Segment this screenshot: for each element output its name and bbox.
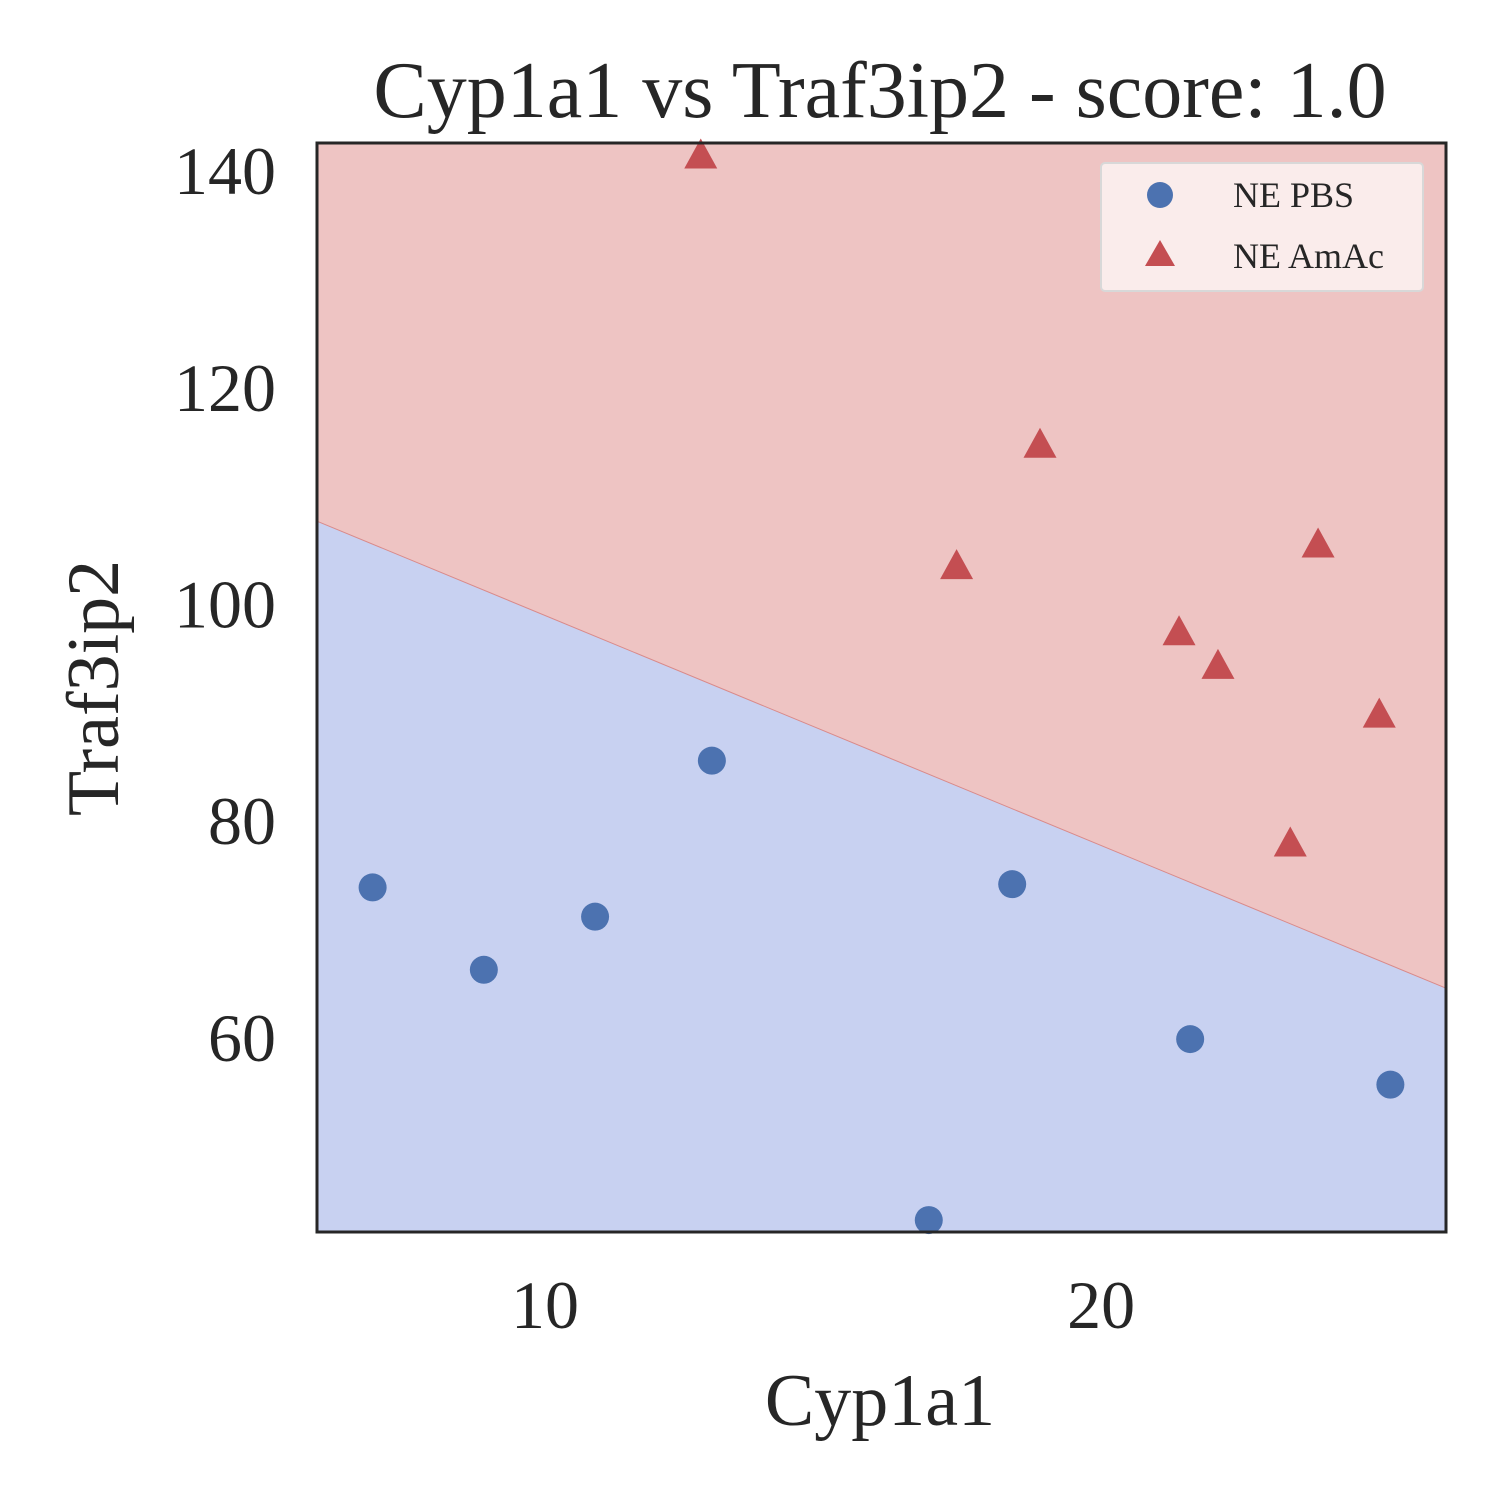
point-ne-amac-8 <box>1362 697 1396 728</box>
y-tick-labels: 60 80 100 120 140 <box>174 133 276 1076</box>
point-ne-amac-1 <box>684 138 718 169</box>
data-points <box>358 138 1405 1235</box>
point-ne-pbs-2 <box>469 955 498 984</box>
point-ne-pbs-8 <box>1376 1070 1405 1099</box>
legend-marker-ne-amac <box>1145 240 1175 266</box>
plot-area <box>316 138 1447 1235</box>
point-ne-amac-4 <box>1162 615 1196 646</box>
point-ne-pbs-5 <box>914 1206 943 1235</box>
x-tick-label-20: 20 <box>1067 1267 1135 1343</box>
legend-label-ne-amac: NE AmAc <box>1233 236 1384 276</box>
point-ne-amac-2 <box>940 549 974 580</box>
point-ne-pbs-7 <box>1176 1025 1205 1054</box>
point-ne-pbs-4 <box>697 746 726 775</box>
point-ne-amac-3 <box>1023 427 1057 458</box>
region-ne-amac <box>317 143 1446 989</box>
point-ne-amac-5 <box>1201 648 1235 679</box>
x-axis-label: Cyp1a1 <box>765 1360 995 1442</box>
x-tick-labels: 10 20 <box>511 1267 1135 1343</box>
y-axis-label: Traf3ip2 <box>53 560 135 816</box>
y-tick-label-100: 100 <box>174 567 276 643</box>
point-ne-pbs-3 <box>581 902 610 931</box>
legend-marker-ne-pbs <box>1147 182 1173 208</box>
point-ne-amac-6 <box>1273 826 1307 857</box>
y-tick-label-60: 60 <box>208 1000 276 1076</box>
region-ne-pbs <box>317 521 1446 1232</box>
y-tick-label-140: 140 <box>174 133 276 209</box>
chart-title: Cyp1a1 vs Traf3ip2 - score: 1.0 <box>373 47 1386 135</box>
decision-boundary-line <box>316 520 1447 989</box>
legend-label-ne-pbs: NE PBS <box>1233 175 1354 215</box>
legend: NE PBS NE AmAc <box>1100 162 1424 292</box>
point-ne-pbs-6 <box>998 870 1027 899</box>
plot-frame <box>315 141 1448 1234</box>
y-tick-label-120: 120 <box>174 350 276 426</box>
point-ne-amac-7 <box>1301 527 1335 558</box>
legend-box <box>1100 162 1424 292</box>
y-tick-label-80: 80 <box>208 783 276 859</box>
point-ne-pbs-1 <box>358 873 387 902</box>
x-tick-label-10: 10 <box>511 1267 579 1343</box>
